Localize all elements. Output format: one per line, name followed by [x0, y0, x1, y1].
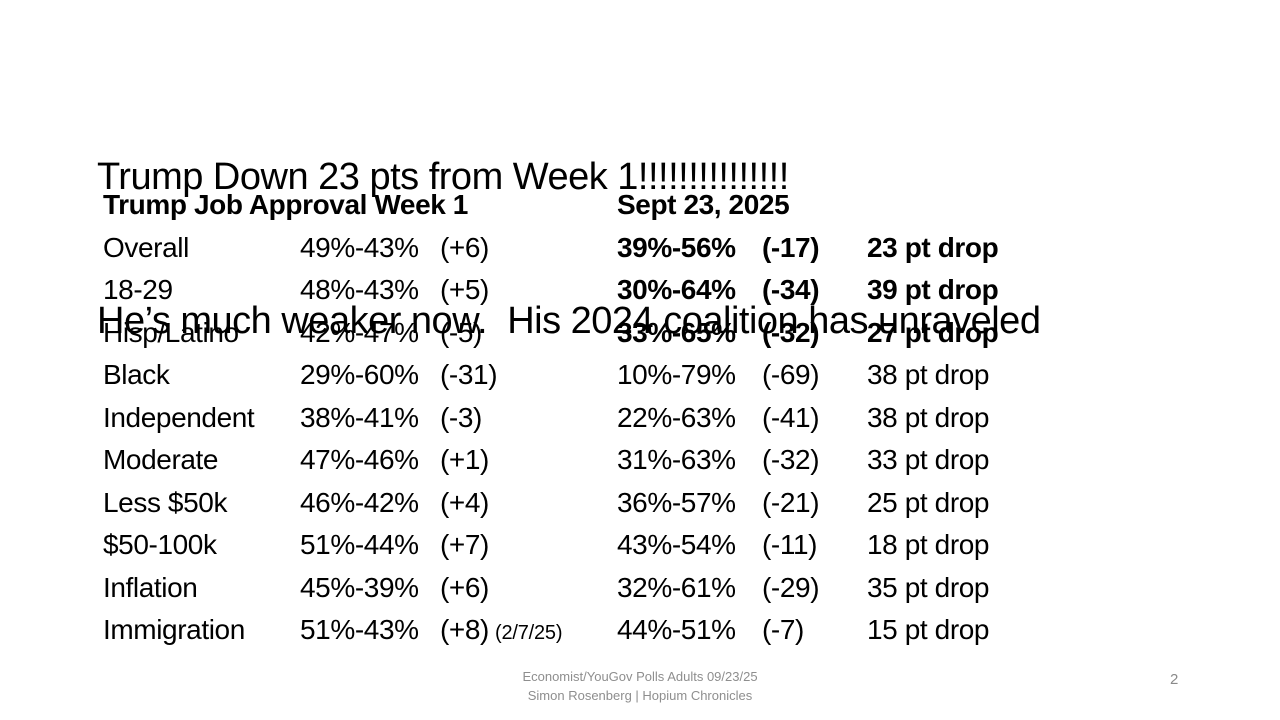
row-label: Independent	[103, 401, 255, 433]
title-line-1: Trump Down 23 pts from Week 1!!!!!!!!!!!…	[97, 156, 789, 198]
row-label: Overall	[103, 231, 189, 263]
poll-table: Trump Job Approval Week 1 Sept 23, 2025 …	[103, 189, 1047, 657]
poll-date-note: (2/7/25)	[494, 622, 563, 644]
slide-title: Trump Down 23 pts from Week 1!!!!!!!!!!!…	[97, 57, 1041, 441]
week1-change: (-5)	[440, 316, 482, 348]
row-label: Hisp/Latino	[103, 316, 239, 348]
row-label: Less $50k	[103, 486, 228, 518]
sept23-approval: 31%-63%	[617, 444, 736, 475]
footer-attribution-line: Simon Rosenberg | Hopium Chronicles	[527, 688, 753, 703]
table-row-black: Black 29%-60% (-31) 10%-79% (-69) 38 pt …	[103, 359, 1047, 402]
week1-change: (-3)	[440, 401, 482, 433]
sept23-approval: 39%-56%	[617, 231, 736, 263]
week1-change-value: (+8)	[440, 614, 489, 645]
week1-approval: 42%-47%	[300, 316, 419, 348]
table-row-less-50k: Less $50k 46%-42% (+4) 36%-57% (-21) 25 …	[103, 487, 1047, 530]
header-week1: Trump Job Approval Week 1	[103, 189, 468, 220]
week1-approval: 29%-60%	[300, 359, 419, 390]
week1-approval: 46%-42%	[300, 486, 419, 518]
pt-drop: 38 pt drop	[867, 359, 990, 390]
row-label: Moderate	[103, 444, 219, 475]
table-row-overall: Overall 49%-43% (+6) 39%-56% (-17) 23 pt…	[103, 232, 1047, 275]
table-row-50-100k: $50-100k 51%-44% (+7) 43%-54% (-11) 18 p…	[103, 529, 1047, 572]
pt-drop: 33 pt drop	[867, 444, 990, 475]
table-row-18-29: 18-29 48%-43% (+5) 30%-64% (-34) 39 pt d…	[103, 274, 1047, 317]
sept23-change: (-69)	[762, 359, 820, 390]
week1-approval: 38%-41%	[300, 401, 419, 433]
week1-approval: 51%-43%	[300, 614, 419, 645]
page-number: 2	[1170, 671, 1179, 688]
sept23-approval: 32%-61%	[617, 571, 736, 603]
row-label: 18-29	[103, 274, 173, 305]
table-row-immigration: Immigration 51%-43% (+8) (2/7/25) 44%-51%…	[103, 614, 1047, 657]
header-sept23: Sept 23, 2025	[617, 189, 790, 220]
table-header-row: Trump Job Approval Week 1 Sept 23, 2025	[103, 189, 1047, 232]
table-row-moderate: Moderate 47%-46% (+1) 31%-63% (-32) 33 p…	[103, 444, 1047, 487]
sept23-change: (-29)	[762, 571, 820, 603]
row-label: Inflation	[103, 571, 198, 603]
week1-change: (+6)	[440, 571, 489, 603]
pt-drop: 38 pt drop	[867, 401, 990, 433]
sept23-change: (-41)	[762, 401, 820, 433]
week1-approval: 48%-43%	[300, 274, 419, 305]
row-label: Immigration	[103, 614, 245, 645]
week1-change: (+5)	[440, 274, 489, 305]
week1-change: (-31)	[440, 359, 498, 390]
sept23-change: (-32)	[762, 444, 820, 475]
sept23-approval: 43%-54%	[617, 529, 736, 560]
footer-source-line: Economist/YouGov Polls Adults 09/23/25	[522, 669, 758, 684]
sept23-change: (-32)	[762, 316, 820, 348]
pt-drop: 23 pt drop	[867, 231, 999, 263]
table-row-hisp-latino: Hisp/Latino 42%-47% (-5) 33%-65% (-32) 2…	[103, 317, 1047, 360]
sept23-approval: 30%-64%	[617, 274, 736, 305]
sept23-approval: 22%-63%	[617, 401, 736, 433]
sept23-change: (-17)	[762, 231, 820, 263]
week1-change: (+6)	[440, 231, 489, 263]
pt-drop: 35 pt drop	[867, 571, 990, 603]
slide-footer: Economist/YouGov Polls Adults 09/23/25 S…	[0, 667, 1280, 705]
week1-change: (+8) (2/7/25)	[440, 614, 617, 646]
week1-approval: 49%-43%	[300, 231, 419, 263]
table-row-inflation: Inflation 45%-39% (+6) 32%-61% (-29) 35 …	[103, 572, 1047, 615]
sept23-change: (-7)	[762, 614, 804, 645]
pt-drop: 15 pt drop	[867, 614, 990, 645]
sept23-approval: 44%-51%	[617, 614, 736, 645]
week1-approval: 47%-46%	[300, 444, 419, 475]
sept23-change: (-21)	[762, 486, 820, 518]
week1-change: (+4)	[440, 486, 489, 518]
week1-approval: 51%-44%	[300, 529, 419, 560]
pt-drop: 25 pt drop	[867, 486, 990, 518]
week1-change: (+7)	[440, 529, 489, 560]
sept23-approval: 10%-79%	[617, 359, 736, 390]
week1-approval: 45%-39%	[300, 571, 419, 603]
sept23-approval: 36%-57%	[617, 486, 736, 518]
pt-drop: 27 pt drop	[867, 316, 999, 348]
sept23-change: (-11)	[762, 529, 818, 560]
title-line-2: He’s much weaker now. His 2024 coalition…	[97, 300, 1041, 342]
sept23-approval: 33%-65%	[617, 316, 736, 348]
pt-drop: 39 pt drop	[867, 274, 999, 305]
week1-change: (+1)	[440, 444, 489, 475]
sept23-change: (-34)	[762, 274, 820, 305]
table-row-independent: Independent 38%-41% (-3) 22%-63% (-41) 3…	[103, 402, 1047, 445]
row-label: Black	[103, 359, 170, 390]
row-label: $50-100k	[103, 529, 217, 560]
pt-drop: 18 pt drop	[867, 529, 990, 560]
